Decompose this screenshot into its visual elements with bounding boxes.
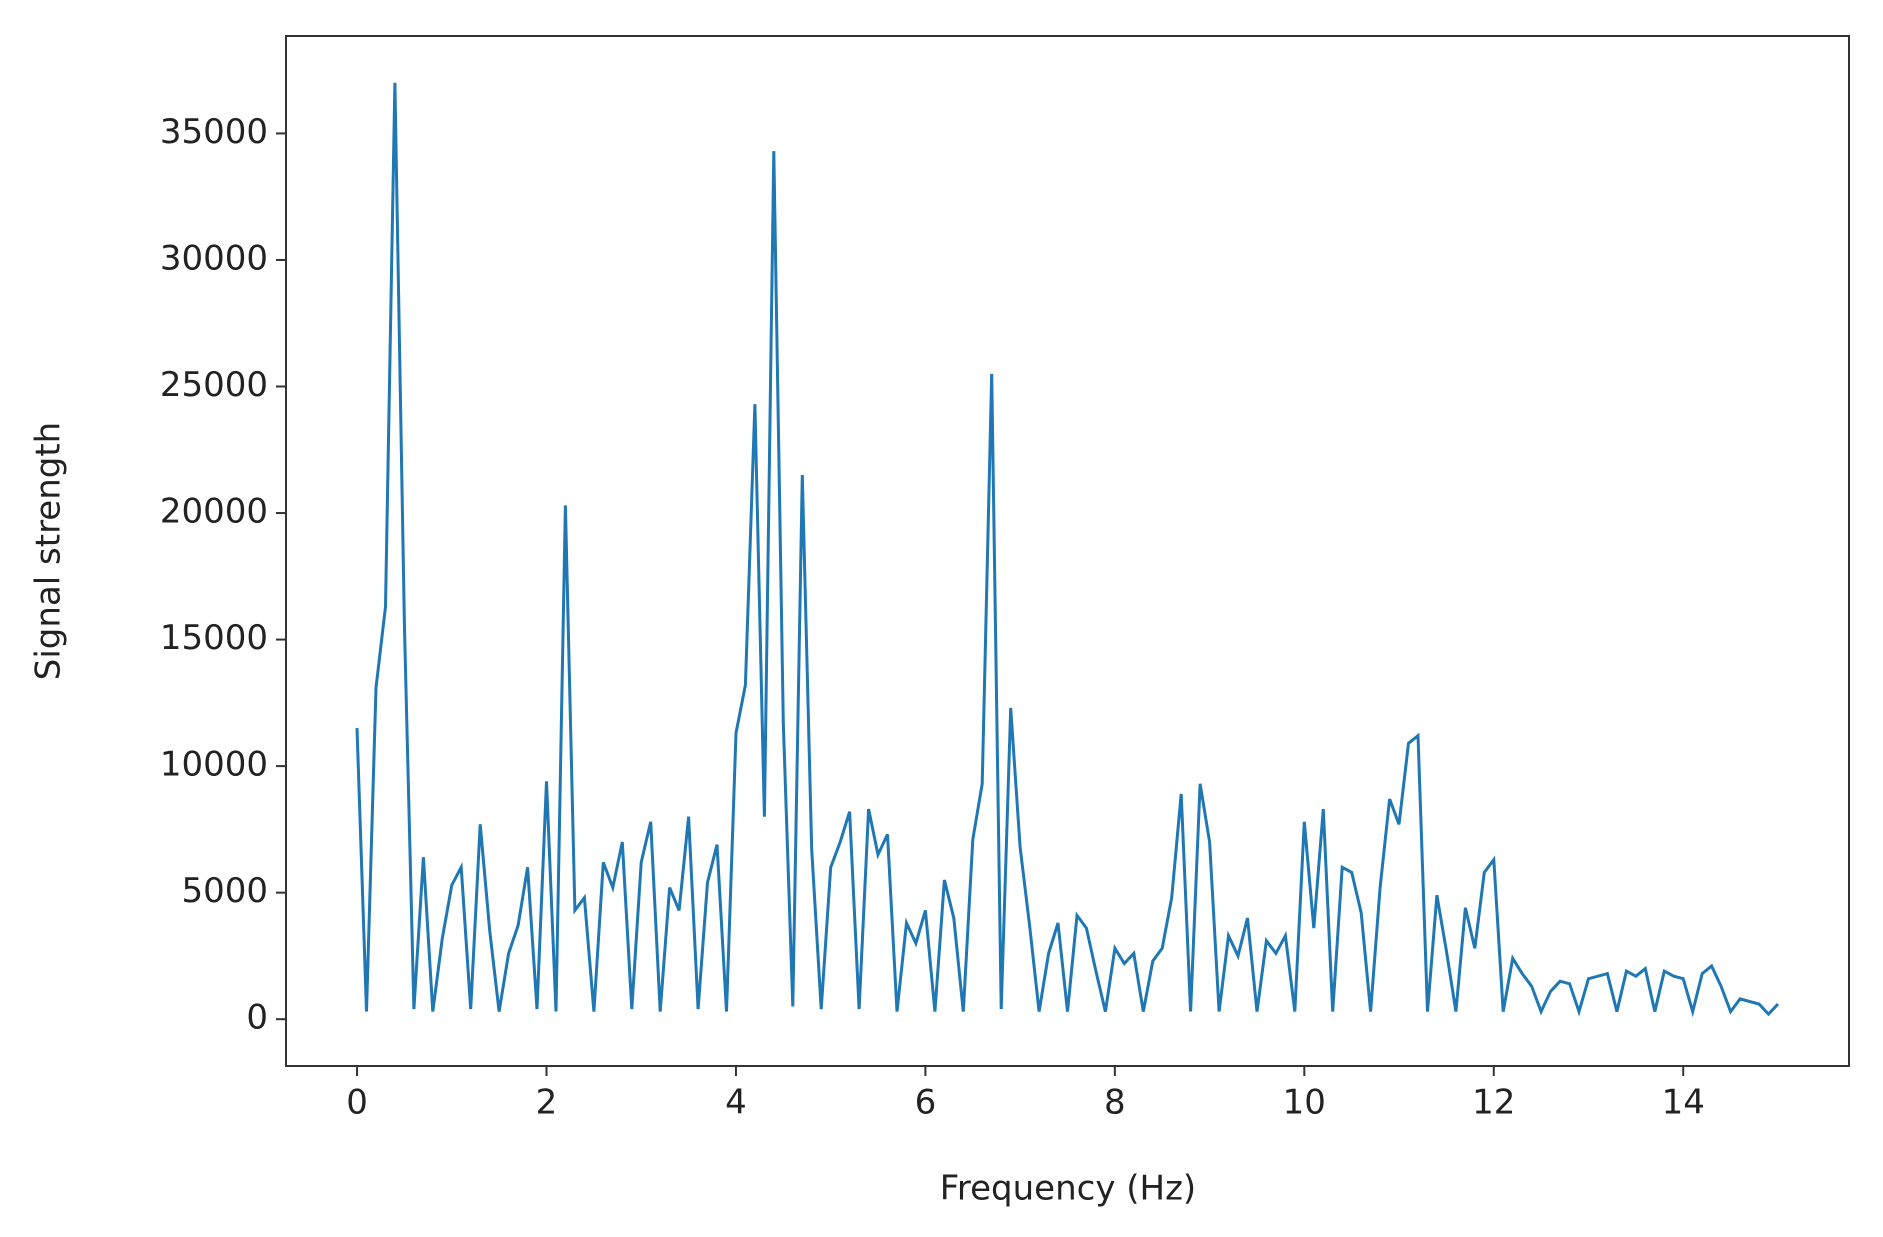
x-tick-label: 4 [725, 1083, 747, 1123]
y-tick-label: 10000 [160, 745, 268, 785]
y-tick-label: 15000 [160, 618, 268, 658]
y-tick-label: 0 [246, 998, 268, 1038]
x-tick-label: 10 [1283, 1083, 1326, 1123]
y-tick-label: 25000 [160, 365, 268, 405]
y-tick-label: 30000 [160, 238, 268, 278]
y-tick-label: 5000 [181, 871, 268, 911]
plot-frame [285, 35, 1850, 1067]
x-tick-label: 14 [1662, 1083, 1705, 1123]
x-tick-label: 0 [346, 1083, 368, 1123]
y-tick-label: 20000 [160, 492, 268, 532]
x-axis-label: Frequency (Hz) [940, 1169, 1196, 1209]
x-tick-label: 6 [915, 1083, 937, 1123]
x-tick-label: 2 [536, 1083, 558, 1123]
x-tick-label: 8 [1104, 1083, 1126, 1123]
signal-line [355, 82, 1780, 1018]
x-tick-label: 12 [1472, 1083, 1515, 1123]
y-tick-label: 35000 [160, 112, 268, 152]
y-axis-label: Signal strength [29, 422, 69, 680]
